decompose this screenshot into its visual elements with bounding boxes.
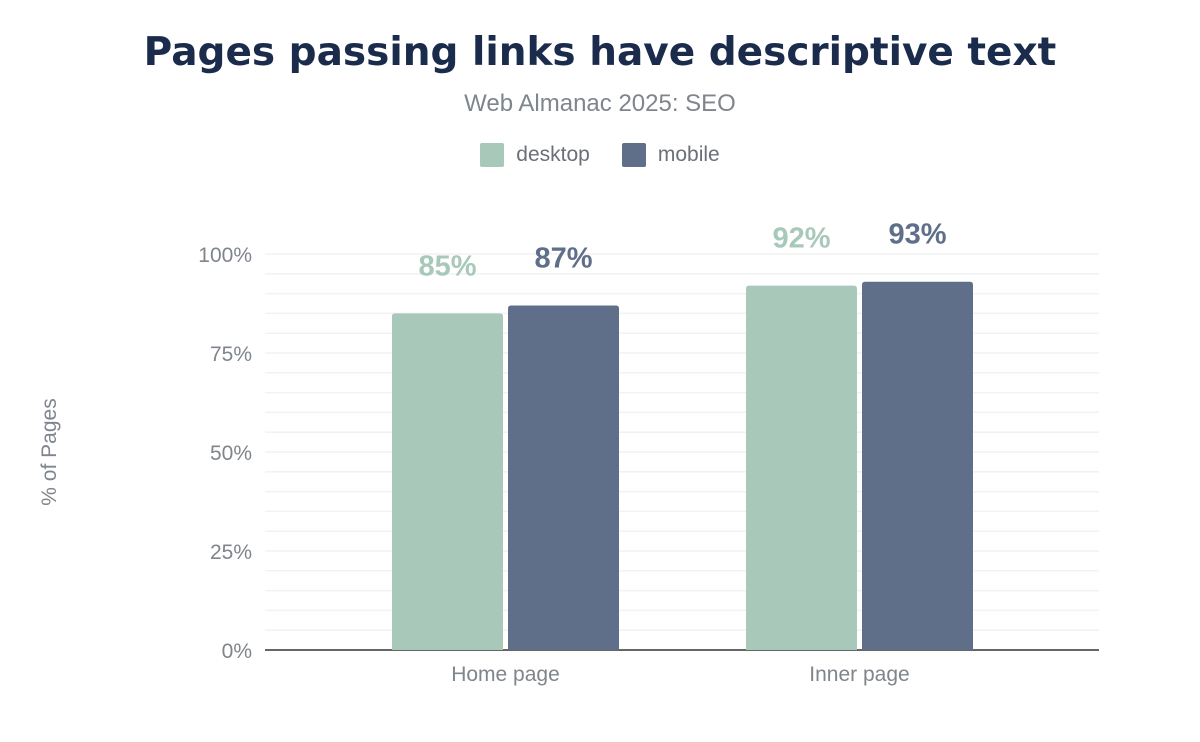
y-tick-label: 50% <box>210 442 252 465</box>
data-label-desktop: 92% <box>772 223 830 255</box>
bar-desktop <box>392 313 503 650</box>
data-label-mobile: 87% <box>534 242 592 274</box>
legend-label-mobile: mobile <box>657 143 720 166</box>
legend-label-desktop: desktop <box>516 143 590 166</box>
y-axis-label: % of Pages <box>38 398 61 505</box>
x-tick-label: Home page <box>451 663 560 686</box>
legend-item-desktop[interactable]: desktop <box>480 143 590 167</box>
chart-subtitle: Web Almanac 2025: SEO <box>464 90 736 117</box>
y-tick-label: 100% <box>198 244 252 267</box>
y-tick-label: 75% <box>210 343 252 366</box>
y-tick-label: 25% <box>210 541 252 564</box>
legend: desktop mobile <box>0 143 1200 167</box>
legend-swatch-mobile <box>621 143 646 167</box>
bar-desktop <box>746 285 857 650</box>
legend-swatch-desktop <box>480 143 505 167</box>
chart-title: Pages passing links have descriptive tex… <box>143 30 1057 75</box>
bar-mobile <box>508 305 619 650</box>
y-tick-label: 0% <box>222 640 252 663</box>
bar-mobile <box>862 281 973 650</box>
data-label-mobile: 93% <box>888 219 946 251</box>
x-tick-label: Inner page <box>809 663 909 686</box>
data-label-desktop: 85% <box>418 250 476 282</box>
legend-item-mobile[interactable]: mobile <box>621 143 720 167</box>
